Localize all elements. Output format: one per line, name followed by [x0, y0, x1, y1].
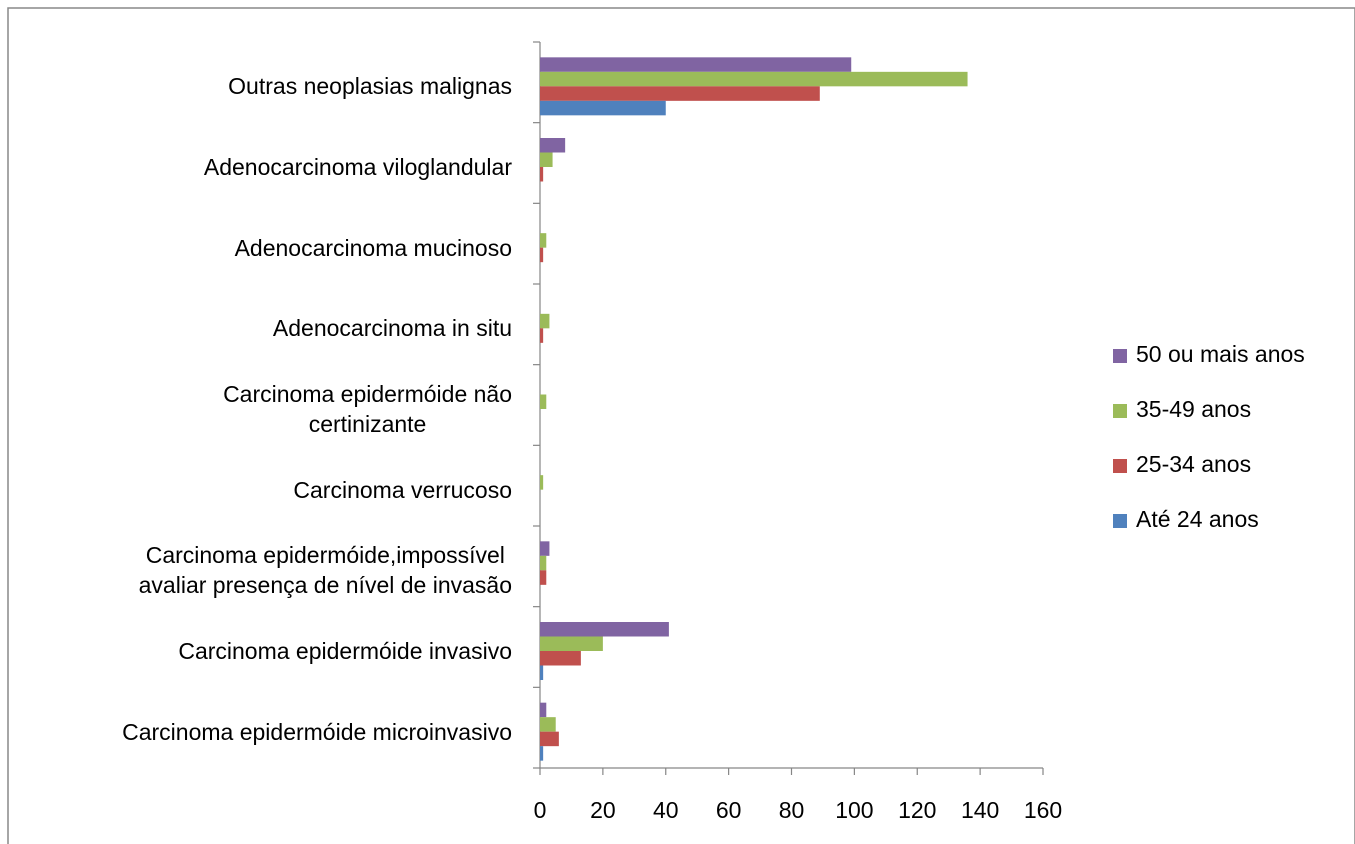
y-tick-label: Carcinoma epidermóide,impossível avaliar…: [138, 542, 512, 599]
bar: [540, 138, 566, 153]
bar: [540, 71, 968, 87]
bar: [540, 233, 547, 248]
bar: [540, 702, 547, 718]
bar: [540, 717, 556, 732]
x-tick-label: 80: [779, 797, 805, 823]
y-tick-label: Carcinoma verrucoso: [293, 476, 512, 503]
bar: [540, 541, 550, 556]
bar: [540, 394, 547, 409]
x-tick-label: 100: [835, 797, 873, 823]
x-tick-label: 20: [590, 797, 616, 823]
y-tick-label: Adenocarcinoma viloglandular: [203, 154, 512, 180]
legend-swatch: [1113, 459, 1127, 473]
bar: [540, 651, 581, 666]
bar: [540, 328, 544, 343]
chart-frame: [7, 7, 1355, 844]
x-tick-label: 140: [961, 797, 999, 823]
legend-swatch: [1113, 349, 1127, 363]
bar: [540, 167, 544, 182]
bar: [540, 152, 553, 167]
y-tick-label: Outras neoplasias malignas: [228, 73, 512, 100]
bar: [540, 313, 550, 329]
bar: [540, 746, 544, 761]
bar: [540, 731, 559, 747]
x-tick-label: 60: [716, 797, 742, 823]
x-tick-label: 0: [534, 797, 547, 823]
x-tick-label: 40: [653, 797, 679, 823]
bar: [540, 570, 547, 585]
bar: [540, 665, 544, 680]
legend-swatch: [1113, 404, 1127, 418]
bar: [540, 100, 666, 116]
legend-label: 25-34 anos: [1136, 451, 1251, 477]
y-tick-label: Carcinoma epidermóide invasivo: [178, 638, 512, 664]
bar: [540, 636, 603, 651]
y-tick-label: Adenocarcinoma mucinoso: [234, 234, 512, 261]
bar: [540, 555, 547, 571]
y-tick-label: Carcinoma epidermóide não certinizante: [223, 381, 512, 437]
bar: [540, 475, 544, 490]
legend-label: Até 24 anos: [1136, 506, 1259, 532]
x-tick-label: 120: [898, 797, 936, 823]
bar: [540, 57, 852, 72]
bar: [540, 622, 669, 637]
y-tick-label: Adenocarcinoma in situ: [272, 315, 512, 342]
legend-swatch: [1113, 514, 1127, 528]
y-tick-label: Carcinoma epidermóide microinvasivo: [122, 718, 512, 745]
x-tick-label: 160: [1024, 797, 1062, 823]
legend-label: 50 ou mais anos: [1136, 341, 1305, 367]
bar: [540, 247, 544, 263]
legend-label: 35-49 anos: [1136, 396, 1251, 422]
bar: [540, 86, 820, 101]
